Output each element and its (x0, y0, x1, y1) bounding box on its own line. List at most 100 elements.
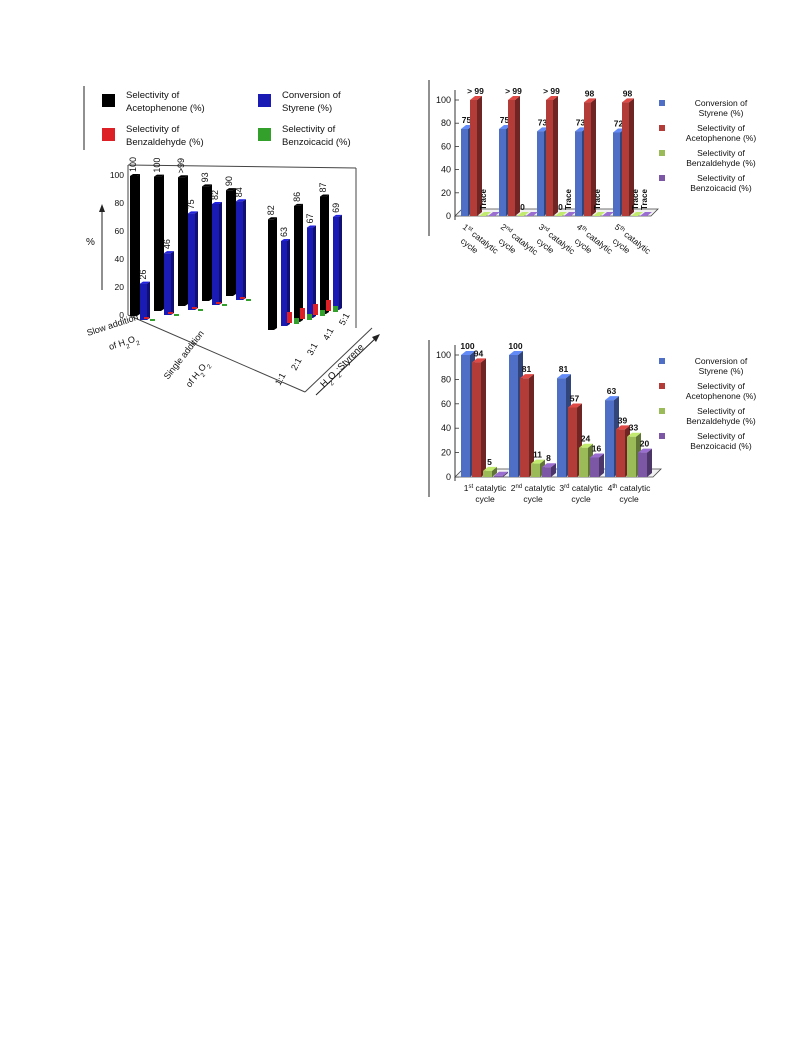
bar-a-slow-conversion-0-top (140, 281, 150, 284)
label-a-single-0: 82 (266, 205, 276, 215)
label-a-mode-single-line2-part-1: H (190, 370, 202, 381)
axis-1-ytick-4: 80 (441, 118, 451, 128)
bar-2-s3-g1 (542, 467, 551, 477)
legend-2-label-1-line1: Selectivity of (697, 381, 745, 391)
bar-a-single-benzaldehyde-0 (287, 312, 292, 323)
bar-a-slow-benzoicacid-1 (174, 314, 179, 316)
bar-2-s1-g2 (568, 407, 577, 477)
label-a-slow-conversion-2: 75 (186, 199, 196, 209)
bar-2-s1-g3 (616, 429, 625, 477)
bar-a-single-4 (320, 196, 326, 314)
bar-a-single-2-top (294, 203, 303, 206)
label-a-slow-conversion-0: 26 (138, 270, 148, 280)
bar-a-single-5-top (333, 214, 342, 217)
label-2-s0-g3: 63 (607, 386, 617, 396)
legend-1-label-2-line1: Selectivity of (697, 148, 745, 158)
bar-2-s3-g1-top (542, 463, 556, 468)
label-1-cat-0-sup: st (466, 225, 474, 233)
label-a-ratio-3: 4:1 (321, 326, 336, 342)
legend-2-label-2-line1: Selectivity of (697, 406, 745, 416)
bar-2-s2-g0 (483, 470, 492, 477)
label-1-cat-1-num: 2 (499, 222, 509, 233)
bar-a-single-benzaldehyde-2 (313, 304, 318, 315)
bar-2-s3-g0-top (494, 471, 508, 476)
label-2-cat-2-num: 3 (559, 483, 564, 493)
legend-2-label-0-line2: Styrene (%) (699, 366, 744, 376)
legend-a-swatch-3 (258, 128, 271, 141)
axis-2-ytick-5: 100 (436, 350, 451, 360)
bar-a-slow-acetophenone-2-top (178, 175, 188, 178)
bar-2-s3-g3-top (638, 448, 652, 453)
bar-a-slow-conversion-3-top (212, 201, 222, 204)
bar-2-s3-g2 (590, 457, 599, 477)
bar-a-slow-acetophenone-4-top (226, 188, 236, 191)
bar-a-slow-acetophenone-2 (178, 177, 185, 306)
label-1-cat-2-sup: rd (542, 225, 550, 233)
bar-2-s1-g0 (472, 362, 481, 477)
label-2-cat-3-num: 4 (608, 483, 613, 493)
label-a-slow-acetophenone-1: 100 (152, 158, 162, 173)
legend-2-label-1-line2: Acetophenone (%) (686, 391, 757, 401)
bar-1-s1-g4-side (629, 98, 634, 216)
bar-2-s1-g0-top (472, 358, 486, 363)
bar-a-slow-conversion-2 (188, 213, 195, 310)
label-2-s2-g3: 33 (629, 423, 639, 433)
axis-2-ytick-0: 0 (446, 472, 451, 482)
axis-1-ytick-5: 100 (436, 95, 451, 105)
bar-a-slow-acetophenone-3 (202, 186, 209, 301)
bar-2-s2-g2 (579, 447, 588, 477)
bar-a-slow-benzoicacid-3 (222, 304, 227, 306)
bar-1-s3-g1-top (526, 212, 538, 216)
bar-2-s0-g0 (461, 355, 470, 477)
axis-a-arrow-head (99, 204, 105, 212)
label-2-cat-1-rest: catalytic (522, 483, 556, 493)
chart-a-ratio-addition: Selectivity of Acetophenone (%) Conversion… (83, 86, 380, 396)
legend-1-label-0-line1: Conversion of (695, 98, 748, 108)
label-2-s0-g1: 100 (508, 341, 522, 351)
bar-a-slow-acetophenone-0-side (137, 174, 140, 316)
axis-a-ytick-3: 60 (115, 226, 125, 236)
axis-a-depth-arrow-line (315, 335, 379, 396)
legend-a-swatch-2 (102, 128, 115, 141)
bar-2-s3-g1-side (551, 463, 556, 477)
label-1-s1-g4: 98 (623, 88, 633, 98)
label-a-mode-single-line2-part-3: O (196, 362, 208, 374)
bar-2-s1-g0-side (481, 358, 486, 477)
bar-2-s0-g2-top (557, 374, 571, 379)
label-2-cat-1-line2: cycle (523, 494, 543, 504)
label-a-mode-single-line2: of H2O2 (184, 359, 214, 392)
label-2-s3-g3: 20 (640, 439, 650, 449)
label-a-slow-conversion-3: 82 (210, 190, 220, 200)
label-1-cat-0-num: 1 (461, 222, 471, 233)
label-1-s2-g2: 0 (558, 202, 563, 212)
bar-a-single-benzaldehyde-3 (326, 300, 331, 311)
legend-2-label-3-line1: Selectivity of (697, 431, 745, 441)
legend-2-label-0-line1: Conversion of (695, 356, 748, 366)
axis-2-ytick-2: 40 (441, 423, 451, 433)
label-1-s0-g0: 75 (462, 115, 472, 125)
axis-1-ytick-3: 60 (441, 141, 451, 151)
label-1-cat-2-num: 3 (537, 222, 547, 233)
bar-2-s2-g3-top (627, 432, 641, 437)
label-2-s3-g1: 8 (546, 453, 551, 463)
bar-1-s1-g0-top (470, 96, 482, 100)
label-a-mode-slow-line2-part-2: 2 (125, 342, 131, 350)
legend-2-swatch-1 (659, 383, 665, 389)
label-2-cat-2: 3rd catalytic (559, 483, 603, 493)
legend-a-label-2-line1: Selectivity of (126, 124, 180, 135)
bar-1-s3-g0-top (488, 212, 500, 216)
bar-a-slow-benzoicacid-0 (150, 319, 155, 321)
label-a-depth-axis-part-3: 2 (336, 371, 344, 379)
bar-2-s1-g2-top (568, 403, 582, 408)
label-1-s2-g3: Trace (593, 189, 602, 210)
label-a-mode-slow-line2-part-0: of (108, 339, 121, 352)
label-1-s0-g3: 73 (576, 117, 586, 127)
bar-1-s1-g3-top (584, 98, 596, 103)
axis-2-ytick-4: 80 (441, 374, 451, 384)
bar-a-slow-benzaldehyde-4 (240, 297, 245, 299)
label-2-s2-g2: 24 (581, 434, 591, 444)
bar-2-s3-g2-top (590, 453, 604, 458)
label-a-single-3: 67 (305, 214, 315, 224)
bar-a-slow-acetophenone-3-top (202, 184, 212, 187)
label-a-single-2: 86 (292, 192, 302, 202)
